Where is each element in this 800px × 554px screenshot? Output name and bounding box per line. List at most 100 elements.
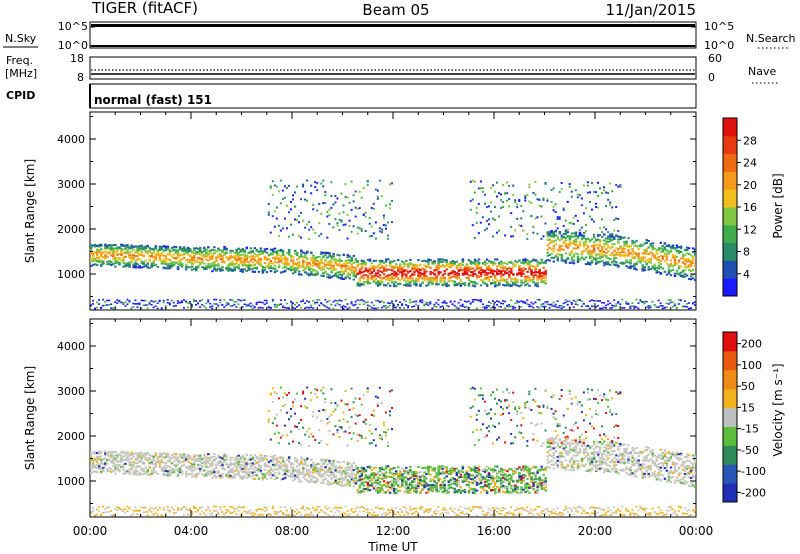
echo-cell [92,464,95,467]
echo-cell [154,463,158,466]
echo-cell [229,463,232,466]
echo-cell [647,239,650,242]
echo-cell [417,278,420,281]
echo-cell [122,466,125,469]
echo-cell [215,467,218,470]
echo-cell [437,270,440,273]
echo-cell [166,253,170,256]
echo-cell [540,261,543,264]
echo-cell [350,302,353,305]
echo-cell [140,307,143,310]
echo-cell [386,274,390,277]
echo-cell [376,284,380,287]
echo-cell [148,247,151,250]
echo-cell [413,279,416,282]
echo-cell [269,267,273,270]
echo-cell [199,470,202,473]
echo-cell [540,258,543,261]
echo-cell [362,303,365,306]
echo-cell [586,305,589,308]
echo-cell [356,281,360,284]
echo-cell [269,262,273,265]
echo-cell [538,307,541,309]
echo-cell [417,275,420,278]
echo-cell [205,514,208,516]
echo-cell [160,514,163,517]
echo-cell [475,221,478,224]
echo-cell [578,194,581,197]
echo-cell [294,267,297,270]
echo-cell [312,228,315,231]
echo-cell [281,305,284,307]
echo-cell [588,300,591,302]
echo-cell [136,252,139,255]
echo-cell [106,299,109,302]
echo-cell [403,284,406,287]
echo-cell [188,248,192,251]
echo-cell [176,463,180,466]
echo-cell [643,249,646,252]
echo-cell [162,249,166,252]
echo-cell [102,468,105,471]
echo-cell [530,279,533,282]
echo-cell [164,245,168,248]
echo-cell [397,269,400,272]
echo-cell [346,259,349,262]
echo-cell [439,306,442,308]
echo-cell [110,303,113,306]
echo-cell [199,253,202,256]
echo-cell [498,192,501,195]
echo-cell [669,269,673,272]
echo-cell [673,303,676,305]
echo-cell [116,468,119,471]
echo-cell [180,508,183,511]
echo-cell [388,304,391,307]
echo-cell [494,270,497,273]
echo-cell [130,453,133,456]
echo-cell [261,265,265,268]
echo-cell [562,306,565,308]
echo-cell [110,510,113,513]
echo-cell [595,257,598,260]
echo-cell [500,206,503,209]
echo-cell [195,269,198,272]
echo-cell [142,299,145,302]
echo-cell [653,247,656,250]
echo-cell [312,262,315,265]
echo-cell [407,279,410,282]
echo-cell [146,250,149,253]
echo-cell [298,273,301,276]
echo-cell [128,462,131,465]
echo-cell [588,249,592,252]
echo-cell [534,180,537,183]
echo-cell [572,235,576,238]
echo-cell [172,305,175,307]
echo-cell [132,463,135,466]
echo-cell [623,251,626,254]
echo-cell [526,276,529,279]
echo-cell [635,245,638,248]
echo-cell [475,307,478,310]
echo-cell [302,183,305,186]
echo-cell [211,471,214,474]
echo-cell [98,465,101,468]
echo-cell [376,272,380,275]
echo-cell [281,198,284,201]
echo-cell [522,258,525,261]
echo-cell [691,269,695,272]
echo-cell [144,472,147,475]
echo-cell [229,476,232,479]
echo-cell [532,226,535,229]
echo-cell [188,302,191,305]
echo-cell [350,271,353,274]
echo-cell [617,217,620,220]
echo-cell [487,279,491,282]
echo-cell [285,307,288,309]
echo-cell [140,262,143,265]
echo-cell [328,253,331,256]
echo-cell [663,252,667,255]
echo-cell [522,269,525,272]
echo-cell [582,236,586,239]
echo-cell [558,239,562,242]
echo-cell [257,254,261,257]
